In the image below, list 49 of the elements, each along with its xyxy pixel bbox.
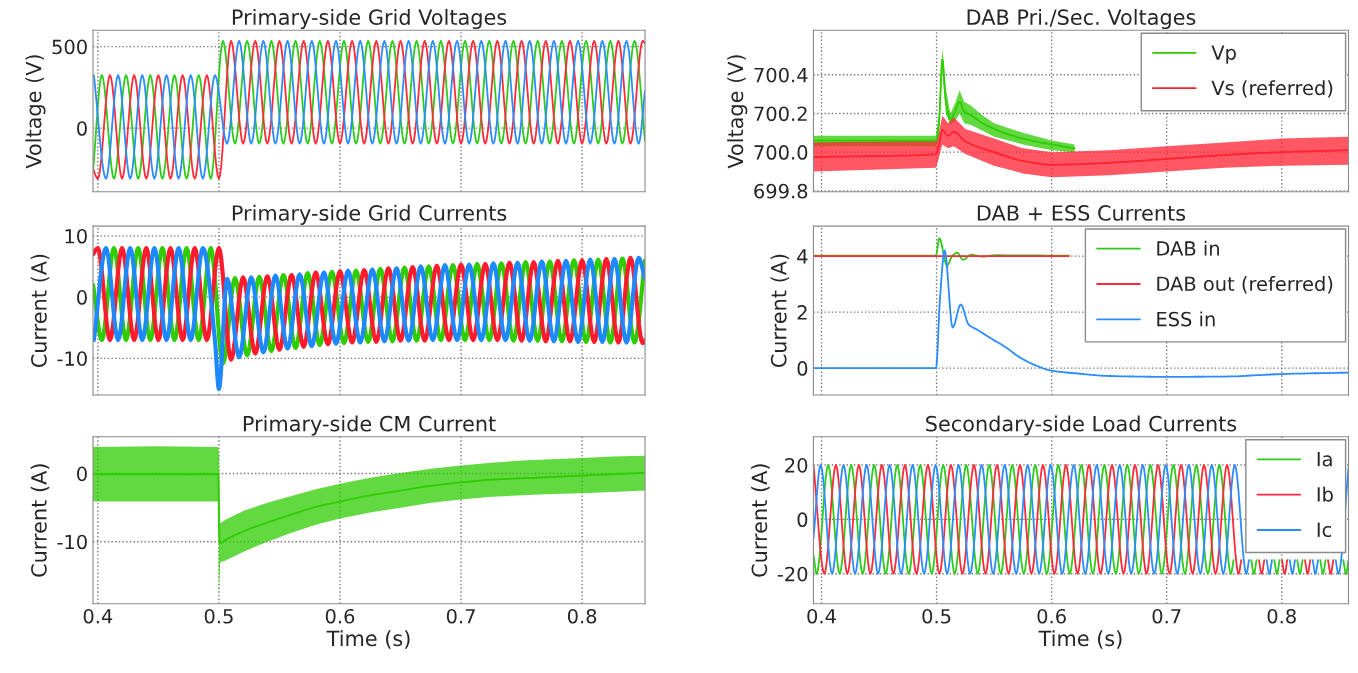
x-axis-title: Time (s)	[326, 630, 410, 649]
y-axis-title: Current (A)	[751, 464, 770, 577]
x-tick-label: 0.5	[922, 608, 951, 624]
chart-title: Primary-side Grid Voltages	[232, 8, 507, 30]
y-tick-label: 10	[65, 228, 87, 244]
y-axis-title: Voltage (V)	[727, 55, 748, 169]
y-tick-label: -10	[57, 351, 87, 366]
y-tick-label: -20	[777, 566, 808, 582]
y-tick-label: 700.0	[754, 145, 808, 160]
y-tick-label: 4	[797, 249, 808, 264]
x-tick-label: 0.7	[446, 608, 475, 624]
legend-label: DAB out (referred)	[1157, 276, 1333, 294]
chart-title: DAB Pri./Sec. Voltages	[967, 8, 1196, 30]
chart-title: Primary-side Grid Currents	[232, 204, 507, 225]
x-tick-label: 0.4	[83, 608, 113, 624]
x-tick-label: 0.8	[567, 608, 597, 624]
chart-title: DAB + ESS Currents	[977, 205, 1186, 221]
x-tick-label: 0.5	[204, 608, 233, 624]
y-axis-title: Current (A)	[770, 254, 790, 368]
chart-title: Secondary-side Load Currents	[926, 415, 1237, 436]
legend-label: Vp	[1211, 45, 1236, 64]
x-tick-label: 0.4	[807, 608, 836, 624]
y-tick-label: 0	[797, 361, 808, 376]
x-tick-label: 0.8	[1267, 608, 1296, 624]
y-axis-title: Current (A)	[30, 254, 50, 368]
x-tick-label: 0.7	[1152, 608, 1181, 624]
chart-title: Primary-side CM Current	[243, 415, 496, 436]
legend-label: ESS in	[1157, 311, 1215, 327]
y-tick-label: 699.8	[754, 183, 808, 199]
y-tick-label: 0	[77, 466, 87, 482]
legend-label: Ib	[1317, 486, 1333, 502]
y-axis-title: Voltage (V)	[25, 55, 46, 169]
x-tick-label: 0.6	[325, 608, 355, 624]
y-tick-label: 0	[797, 512, 808, 528]
y-tick-label: 0	[77, 121, 87, 136]
y-axis-title: Current (A)	[30, 464, 50, 577]
x-axis-title: Time (s)	[1038, 630, 1122, 649]
legend-label: Ia	[1317, 451, 1332, 467]
y-tick-label: 700.4	[754, 67, 808, 83]
y-tick-label: 20	[785, 458, 808, 473]
y-tick-label: 0	[77, 290, 87, 305]
y-tick-label: 700.2	[754, 106, 807, 122]
legend-label: Vs (referred)	[1211, 80, 1333, 98]
y-tick-label: 500	[52, 39, 87, 55]
legend-label: DAB in	[1157, 240, 1219, 256]
y-tick-label: 2	[797, 305, 807, 320]
x-tick-label: 0.6	[1037, 608, 1066, 624]
legend-label: Ic	[1317, 522, 1332, 538]
y-tick-label: -10	[57, 534, 87, 550]
